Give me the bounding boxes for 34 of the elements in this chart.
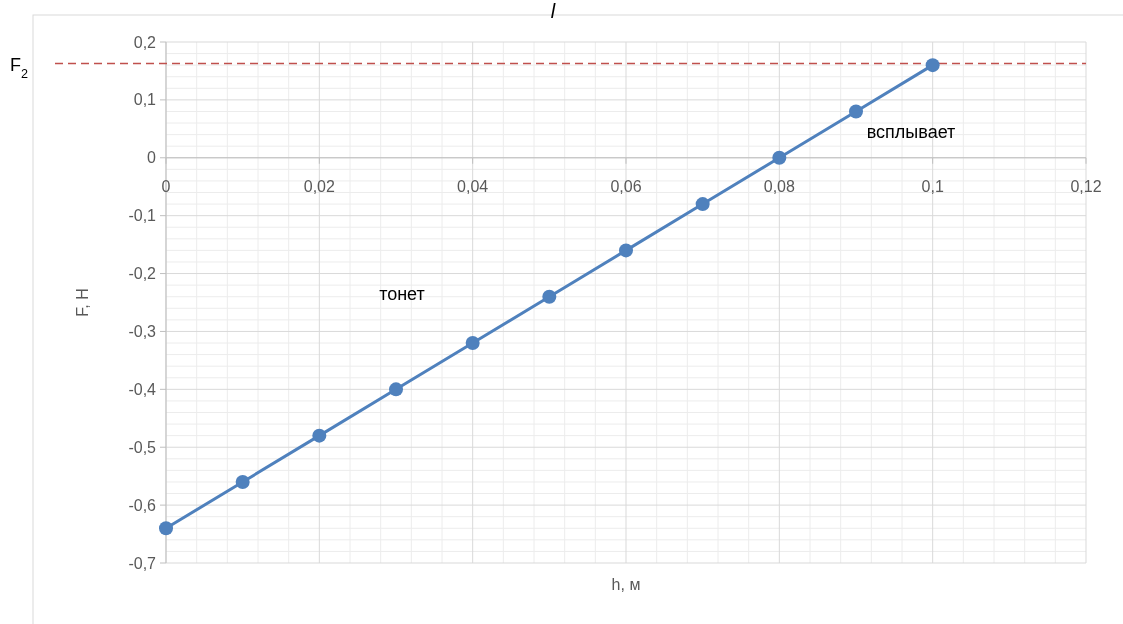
x-tick-label: 0,06 — [610, 177, 642, 195]
annotation: тонет — [379, 283, 425, 304]
y-axis-title: F, Н — [74, 288, 91, 317]
y-tick-label: -0,1 — [128, 207, 157, 225]
y-tick-label: -0,2 — [128, 265, 157, 283]
y-tick-label: 0 — [147, 149, 157, 167]
point — [695, 197, 710, 212]
x-tick-label: 0,1 — [921, 177, 944, 195]
point — [849, 104, 863, 119]
point — [542, 289, 557, 304]
y-tick-label: -0,4 — [128, 380, 157, 398]
x-tick-label: 0 — [161, 177, 171, 195]
ref-line-label: F$_{2}$ — [10, 55, 29, 82]
x-axis-title: h, м — [611, 576, 641, 593]
text: l — [550, 0, 556, 22]
x-tick-label: 0,02 — [303, 177, 336, 195]
x-tick-label: 0,04 — [457, 177, 489, 195]
point — [312, 428, 327, 443]
y-tick-label: -0,3 — [128, 323, 157, 341]
point — [772, 150, 787, 165]
point — [389, 382, 403, 397]
annotation: всплывает — [866, 121, 956, 142]
y-tick-label: 0,2 — [133, 33, 157, 51]
point — [619, 243, 633, 258]
x-tick-label: 0,12 — [1070, 177, 1102, 195]
x-tick-label: 0,08 — [763, 177, 796, 195]
point — [925, 58, 940, 73]
point — [465, 336, 480, 351]
point — [235, 474, 250, 489]
y-tick-label: -0,7 — [128, 554, 157, 572]
y-tick-label: 0,1 — [133, 91, 157, 109]
point — [159, 521, 173, 536]
y-tick-label: -0,6 — [128, 496, 157, 514]
y-tick-label: -0,5 — [128, 438, 157, 456]
